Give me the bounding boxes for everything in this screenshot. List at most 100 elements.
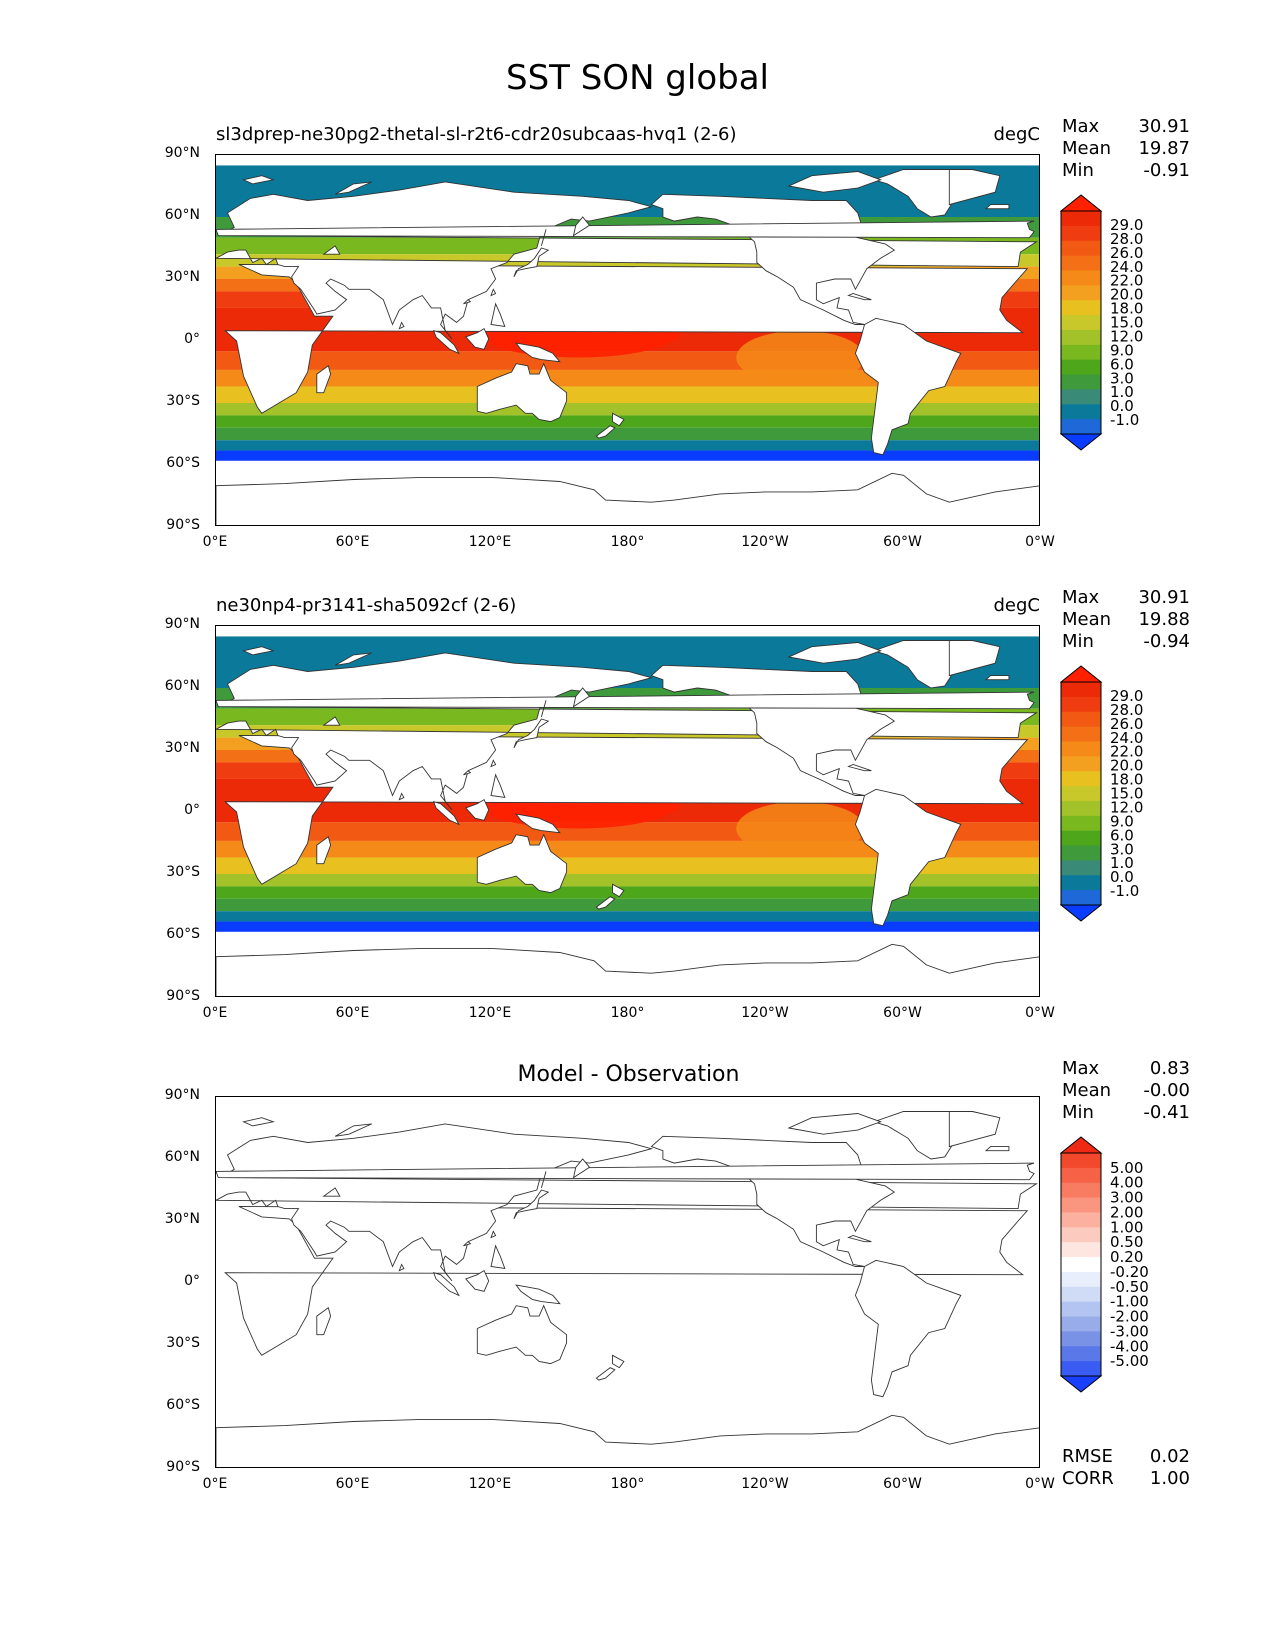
land-iceland	[984, 675, 1010, 681]
metric-label: CORR	[1062, 1468, 1114, 1489]
y-tick-label: 0°	[184, 331, 200, 347]
land-new-guinea	[515, 1284, 561, 1305]
land-canadian-arch	[787, 171, 882, 193]
land-iceland	[984, 1146, 1010, 1152]
colorbar-tick-label: 1.0	[1110, 854, 1134, 872]
land-japan	[513, 1189, 550, 1220]
land-southamerica	[854, 788, 962, 927]
metric-row: RMSE 0.02	[1062, 1446, 1190, 1468]
x-tick-label: 180°	[610, 1476, 645, 1492]
sst-band	[216, 450, 1039, 461]
stat-value: 30.91	[1138, 587, 1190, 608]
no-data-north	[216, 155, 1039, 166]
colorbar-tick-label: 0.20	[1110, 1248, 1143, 1266]
colorbar-segment	[1061, 404, 1101, 420]
colorbar-segment	[1061, 270, 1101, 286]
colorbar-segment	[1061, 1257, 1101, 1273]
panel-units: degC	[993, 124, 1041, 145]
colorbar-tick-label: 26.0	[1110, 715, 1143, 733]
colorbar-tick-label: -1.00	[1110, 1293, 1149, 1311]
colorbar-tick-label: 15.0	[1110, 785, 1143, 803]
land-taiwan	[490, 1230, 497, 1239]
colorbar-segment	[1061, 240, 1101, 257]
stat-row: Min -0.41	[1062, 1102, 1190, 1124]
land-sri-lanka	[398, 1263, 405, 1272]
colorbar-svg: 5.004.003.002.001.000.500.20-0.20-0.50-1…	[1059, 1136, 1149, 1393]
colorbar-frame	[1060, 1152, 1102, 1377]
land-madagascar	[316, 836, 332, 865]
land-uk	[216, 1162, 1035, 1181]
map-plot-area	[215, 1096, 1040, 1468]
colorbar-segment	[1061, 1182, 1101, 1199]
y-tick-label: 0°	[184, 1273, 200, 1289]
colorbar-tick-label: 20.0	[1110, 757, 1143, 775]
stat-row: Mean 19.88	[1062, 609, 1190, 631]
land-philippines	[490, 773, 506, 799]
land-new-guinea	[515, 342, 561, 363]
colorbar-segment	[1061, 285, 1101, 301]
land-indonesia-borneo	[465, 1269, 490, 1292]
sst-band	[216, 403, 1039, 416]
land-philippines	[490, 1244, 506, 1270]
land-canadian-arch	[787, 1113, 882, 1135]
x-tick-label: 120°E	[468, 1005, 512, 1021]
land-sri-lanka	[398, 321, 405, 330]
colorbar-tick-label: 22.0	[1110, 743, 1143, 761]
colorbar-segment	[1061, 344, 1101, 361]
colorbar-segment	[1061, 1167, 1101, 1184]
colorbar-segment	[1061, 815, 1101, 832]
colorbar-segment	[1061, 1197, 1101, 1213]
x-tick-label: 60°W	[883, 1476, 922, 1492]
land-indonesia-borneo	[465, 327, 490, 350]
cold-tongue	[736, 801, 865, 856]
stat-label: Min	[1062, 1102, 1094, 1123]
land-newzealand-n	[612, 412, 625, 427]
colorbar-segment	[1061, 741, 1101, 757]
colorbar-tick-label: 3.0	[1110, 369, 1134, 387]
sst-band	[216, 440, 1039, 451]
colorbar-segment	[1061, 682, 1101, 698]
land-kamchatka-tip	[572, 1158, 591, 1179]
colorbar-tick-label: 28.0	[1110, 230, 1143, 248]
colorbar-tick-label: 4.00	[1110, 1174, 1143, 1192]
land-new-guinea	[515, 813, 561, 834]
colorbar-tick-label: 26.0	[1110, 244, 1143, 262]
colorbar-segment	[1061, 786, 1101, 802]
land-uk	[216, 691, 1035, 710]
colorbar-segment	[1061, 1227, 1101, 1243]
colorbar-segment	[1061, 329, 1101, 346]
colorbar-tick-label: 20.0	[1110, 286, 1143, 304]
colorbar-tick-label: 9.0	[1110, 812, 1134, 830]
metrics-box: RMSE 0.02 CORR 1.00	[1062, 1446, 1190, 1490]
colorbar-frame	[1060, 210, 1102, 435]
land-newzealand-s	[595, 425, 616, 439]
y-tick-label: 30°S	[166, 1335, 200, 1351]
colorbar-segment	[1061, 875, 1101, 891]
land-eurasia	[216, 1123, 1038, 1282]
stat-row: Max 0.83	[1062, 1058, 1190, 1080]
panel-subtitle: ne30np4-pr3141-sha5092cf (2-6)	[216, 595, 517, 616]
colorbar-segment	[1061, 1301, 1101, 1318]
land-newzealand-n	[612, 883, 625, 898]
colorbar-tick-label: 24.0	[1110, 729, 1143, 747]
land-indonesia-sumatra	[432, 1272, 460, 1297]
sst-band	[216, 415, 1039, 428]
map-svg	[216, 155, 1039, 525]
colorbar-extend-max	[1059, 1136, 1103, 1154]
colorbar-segment	[1061, 1212, 1101, 1228]
map-plot-area	[215, 625, 1040, 997]
stat-row: Min -0.94	[1062, 631, 1190, 653]
colorbar-tick-label: 15.0	[1110, 314, 1143, 332]
colorbar-segment	[1061, 1286, 1101, 1303]
colorbar-segment	[1061, 696, 1101, 713]
land-hainan	[463, 299, 472, 305]
stats-box: Max 0.83 Mean -0.00 Min -0.41	[1062, 1058, 1190, 1124]
colorbar-tick-label: 0.0	[1110, 868, 1134, 886]
colorbar-segment	[1061, 1316, 1101, 1332]
colorbar-extend-min	[1059, 904, 1103, 922]
colorbar-svg: 29.028.026.024.022.020.018.015.012.09.06…	[1059, 665, 1143, 922]
sst-band	[216, 874, 1039, 887]
colorbar-tick-label: -5.00	[1110, 1352, 1149, 1370]
x-tick-label: 120°W	[741, 1476, 789, 1492]
y-tick-label: 30°S	[166, 864, 200, 880]
